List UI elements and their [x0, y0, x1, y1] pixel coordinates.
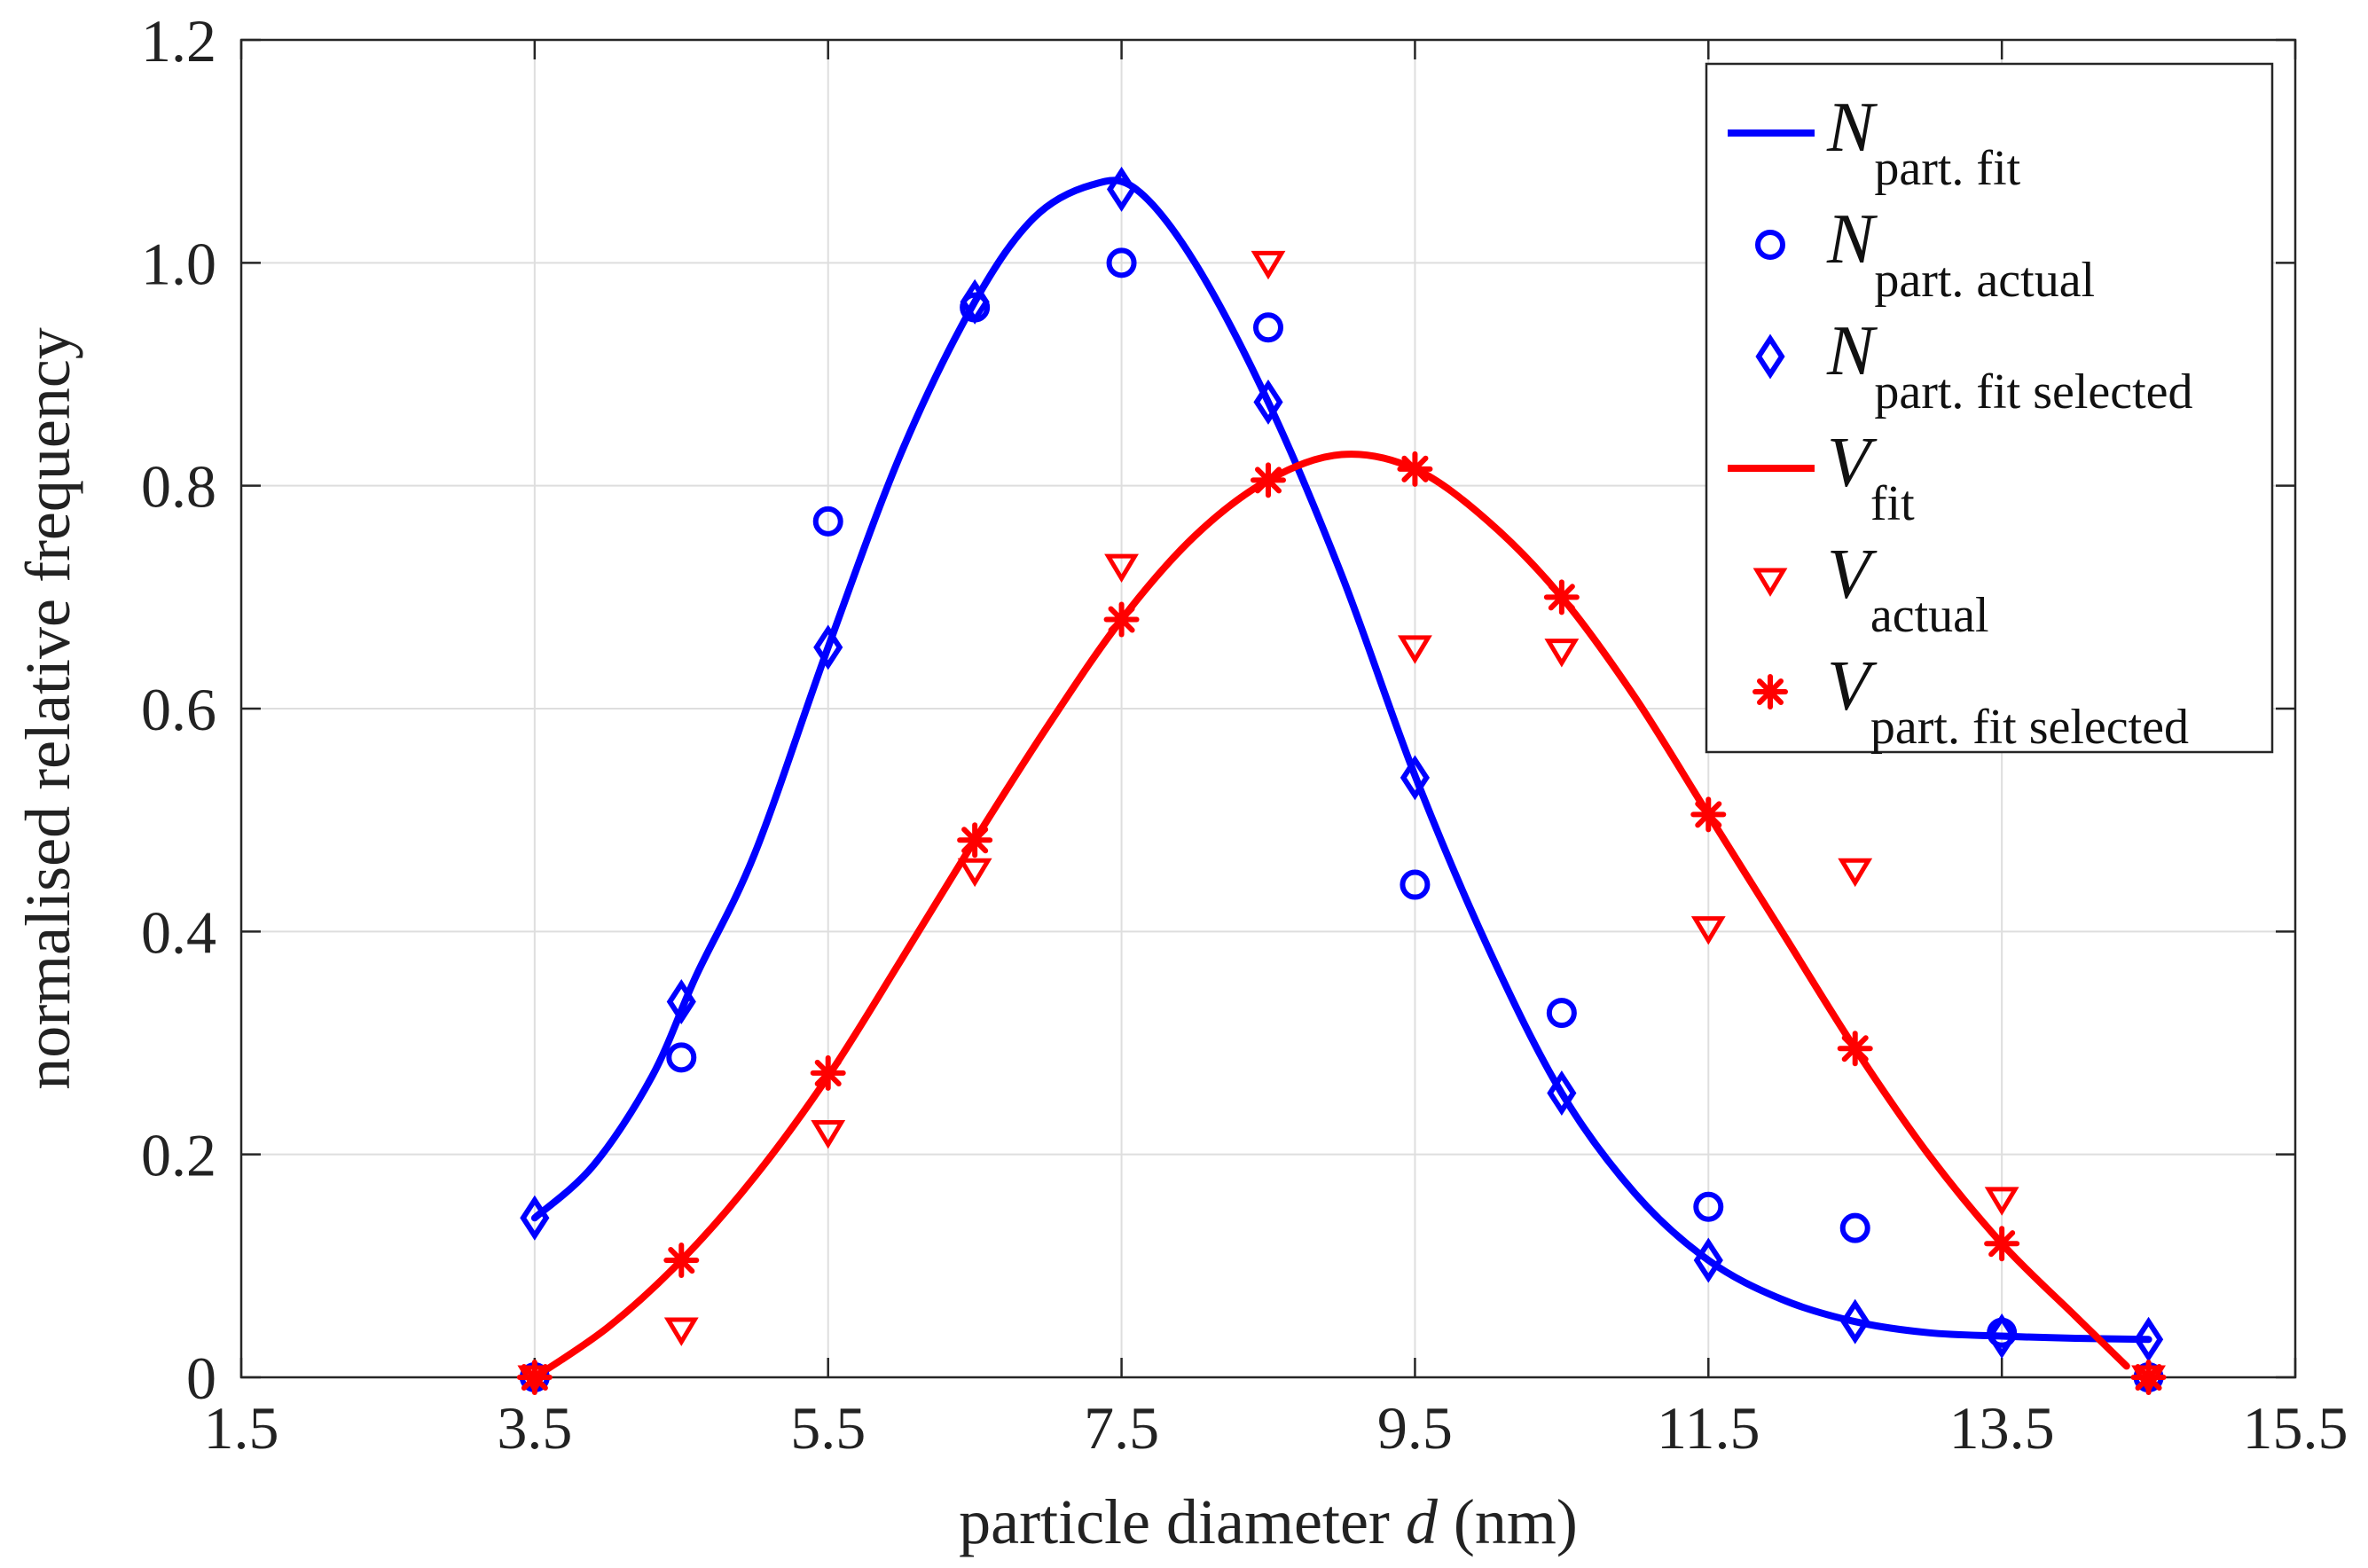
- legend-entry-symbol: V: [1827, 536, 1878, 614]
- marker-n-part-actual: [1400, 869, 1431, 900]
- marker-v-actual: [1398, 635, 1432, 664]
- ticks: 1.5 3.5 5.5 7.5 9.5 11.5 13.5 15.5 0 0.2 0.4 0.6 0.8…: [141, 7, 2348, 1462]
- x-axis-label-variable: d: [1406, 1486, 1439, 1557]
- marker-n-part-fit-selected: [813, 624, 843, 670]
- marker-v-actual: [1544, 639, 1580, 668]
- legend-entry-symbol: V: [1827, 424, 1878, 502]
- legend-entry: Npart. fit: [1826, 89, 2021, 196]
- y-tick-label: 1.2: [141, 7, 216, 74]
- legend-box: [1705, 62, 2274, 754]
- marker-n-part-fit-selected: [666, 978, 696, 1025]
- marker-n-part-fit-selected: [2133, 1316, 2164, 1362]
- legend-entry-symbol: V: [1827, 647, 1878, 725]
- marker-n-part-fit-selected: [1987, 1313, 2017, 1360]
- legend-entry: Vfit: [1827, 424, 1915, 531]
- marker-v-part-fit-selected: [1984, 1226, 2020, 1262]
- marker-v-part-fit-selected: [810, 1054, 846, 1091]
- x-tick-label: 3.5: [497, 1394, 572, 1462]
- x-tick-label: 1.5: [204, 1394, 279, 1462]
- marker-n-part-fit-selected: [520, 1195, 550, 1241]
- y-tick-label: 0: [186, 1345, 216, 1412]
- x-tick-label: 9.5: [1377, 1394, 1453, 1462]
- marker-n-part-fit-selected: [960, 278, 990, 325]
- legend-marker-swatch: [1755, 333, 1785, 380]
- legend-entry: Vactual: [1827, 536, 1989, 643]
- fit-curve-n-part-fit: [530, 176, 2152, 1344]
- marker-v-part-fit-selected: [516, 1360, 553, 1395]
- marker-n-part-fit-selected: [1400, 755, 1431, 801]
- marker-n-part-fit-selected: [1106, 166, 1137, 212]
- marker-n-part-fit-selected: [1547, 1070, 1577, 1117]
- x-tick-label: 11.5: [1657, 1394, 1760, 1462]
- marker-n-part-actual: [1253, 312, 1283, 343]
- legend-marker-swatch: [1752, 568, 1788, 597]
- marker-v-actual: [811, 1120, 846, 1149]
- marker-n-part-fit-selected: [1840, 1298, 1870, 1345]
- marker-n-part-actual: [812, 506, 843, 537]
- marker-n-part-actual: [1546, 998, 1577, 1029]
- legend-entry-subscript: part. fit selected: [1870, 700, 2189, 755]
- marker-v-part-fit-selected: [1251, 462, 1286, 498]
- marker-v-part-fit-selected: [663, 1243, 700, 1279]
- x-tick-label: 13.5: [1949, 1394, 2055, 1462]
- legend-entry-subscript: fit: [1870, 476, 1915, 531]
- legend-entry-subscript: part. fit selected: [1874, 365, 2192, 419]
- x-tick-label: 15.5: [2243, 1394, 2348, 1462]
- marker-n-part-actual: [1106, 247, 1137, 278]
- marker-v-part-fit-selected: [1837, 1031, 1873, 1067]
- marker-v-part-fit-selected: [957, 822, 993, 858]
- marker-v-actual: [1104, 553, 1139, 584]
- legend-entry: Vpart. fit selected: [1827, 647, 2189, 755]
- marker-v-part-fit-selected: [1690, 796, 1727, 833]
- legend-entry: Npart. fit selected: [1826, 312, 2193, 419]
- marker-n-part-actual: [1839, 1212, 1870, 1243]
- fit-curves: [530, 176, 2152, 1381]
- legend-entry-subscript: part. actual: [1874, 253, 2095, 308]
- legend-entry-symbol: N: [1826, 200, 1878, 278]
- legend-entry-subscript: actual: [1870, 588, 1989, 643]
- marker-n-part-actual: [666, 1042, 697, 1073]
- x-axis-label-suffix: (nm): [1438, 1486, 1578, 1557]
- legend-entry: Npart. actual: [1826, 200, 2095, 308]
- y-tick-label: 1.0: [141, 230, 216, 297]
- legend-entry-subscript: part. fit: [1874, 141, 2020, 196]
- marker-n-part-fit-selected: [1693, 1237, 1723, 1283]
- fit-curve-v-fit: [530, 451, 2130, 1381]
- marker-v-part-fit-selected: [1543, 579, 1580, 615]
- y-axis-label: normalised relative frequency: [12, 327, 83, 1090]
- marker-v-actual: [1838, 858, 1873, 888]
- x-axis-label: particle diameter d (nm): [959, 1486, 1578, 1557]
- marker-v-part-fit-selected: [2130, 1360, 2167, 1395]
- y-tick-label: 0.4: [141, 898, 216, 966]
- marker-v-actual: [663, 1317, 699, 1346]
- y-tick-label: 0.8: [141, 453, 216, 521]
- marker-v-actual: [957, 858, 992, 888]
- legend-marker-swatch: [1752, 674, 1788, 710]
- x-axis-label-prefix: particle diameter: [959, 1486, 1406, 1557]
- marker-v-part-fit-selected: [1397, 451, 1433, 487]
- y-tick-label: 0.6: [141, 676, 216, 743]
- legend-entry-symbol: N: [1826, 89, 1878, 167]
- x-tick-label: 7.5: [1084, 1394, 1159, 1462]
- marker-v-actual: [1690, 916, 1726, 945]
- marker-n-part-fit-selected: [1253, 379, 1283, 425]
- marker-v-actual: [1984, 1187, 2019, 1216]
- legend-marker-swatch: [1755, 230, 1785, 260]
- marker-v-part-fit-selected: [1103, 601, 1140, 638]
- marker-v-actual: [1251, 250, 1286, 280]
- legend-entry-symbol: N: [1826, 312, 1878, 390]
- marker-n-part-actual: [1693, 1191, 1724, 1222]
- data-markers: [516, 166, 2167, 1395]
- x-tick-label: 5.5: [790, 1394, 866, 1462]
- y-tick-label: 0.2: [141, 1122, 216, 1189]
